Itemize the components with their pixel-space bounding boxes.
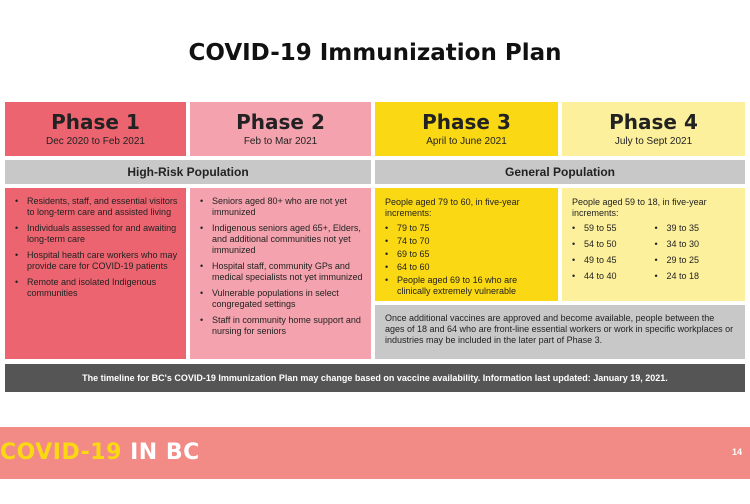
phase-4-dates: July to Sept 2021: [614, 136, 693, 147]
phase-4-name: Phase 4: [609, 110, 698, 134]
list-item: Hospital staff, community GPs and medica…: [200, 261, 365, 283]
page-title: COVID-19 Immunization Plan: [188, 40, 562, 66]
list-item: People aged 69 to 16 who are clinically …: [385, 275, 550, 297]
phase-2-list: Seniors aged 80+ who are not yet immuniz…: [200, 196, 365, 337]
phase-1-list: Residents, staff, and essential visitors…: [15, 196, 180, 299]
list-item: Hospital heath care workers who may prov…: [15, 250, 180, 272]
list-item: Indigenous seniors aged 65+, Elders, and…: [200, 223, 365, 256]
list-item: Staff in community home support and nurs…: [200, 315, 365, 337]
phase-4-header: Phase 4 July to Sept 2021: [562, 102, 745, 156]
list-item: 74 to 70: [385, 236, 550, 247]
phase-3-header: Phase 3 April to June 2021: [375, 102, 558, 156]
list-item: 44 to 40: [572, 271, 655, 282]
phase-3-list: 79 to 75 74 to 70 69 to 65 64 to 60 Peop…: [385, 223, 550, 297]
phase-1-dates: Dec 2020 to Feb 2021: [46, 136, 145, 147]
phase-2-body: Seniors aged 80+ who are not yet immuniz…: [190, 188, 371, 359]
phase-1-name: Phase 1: [51, 110, 140, 134]
phase-3-dates: April to June 2021: [426, 136, 507, 147]
brand-logo: COVID-19 IN BC: [0, 440, 200, 465]
list-item: 59 to 55: [572, 223, 655, 234]
general-population-header: General Population: [375, 160, 745, 184]
phase-3-intro: People aged 79 to 60, in five-year incre…: [385, 197, 520, 218]
page-number: 14: [731, 447, 742, 457]
phase-1-body: Residents, staff, and essential visitors…: [5, 188, 186, 359]
list-item: 54 to 50: [572, 239, 655, 250]
list-item: Remote and isolated Indigenous communiti…: [15, 277, 180, 299]
list-item: 29 to 25: [655, 255, 738, 266]
high-risk-population-header: High-Risk Population: [5, 160, 371, 184]
phase-4-body: People aged 59 to 18, in five-year incre…: [562, 188, 745, 301]
phase-1-header: Phase 1 Dec 2020 to Feb 2021: [5, 102, 186, 156]
list-item: Residents, staff, and essential visitors…: [15, 196, 180, 218]
list-item: 79 to 75: [385, 223, 550, 234]
brand-word-covid: COVID-19: [0, 440, 122, 465]
list-item: Vulnerable populations in select congreg…: [200, 288, 365, 310]
list-item: 64 to 60: [385, 262, 550, 273]
phase-4-columns: 59 to 55 54 to 50 49 to 45 44 to 40 39 t…: [572, 223, 737, 287]
phase-3-name: Phase 3: [422, 110, 511, 134]
phase-4-list-right: 39 to 35 34 to 30 29 to 25 24 to 18: [655, 223, 738, 287]
list-item: 39 to 35: [655, 223, 738, 234]
phase-2-header: Phase 2 Feb to Mar 2021: [190, 102, 371, 156]
later-phase-note: Once additional vaccines are approved an…: [375, 305, 745, 359]
brand-word-in-bc: IN BC: [130, 440, 200, 465]
brand-banner: COVID-19 IN BC 14: [0, 427, 750, 479]
list-item: 34 to 30: [655, 239, 738, 250]
phase-2-name: Phase 2: [236, 110, 325, 134]
phase-4-list-left: 59 to 55 54 to 50 49 to 45 44 to 40: [572, 223, 655, 287]
timeline-disclaimer: The timeline for BC's COVID-19 Immunizat…: [5, 364, 745, 392]
phase-2-dates: Feb to Mar 2021: [243, 136, 318, 147]
list-item: 24 to 18: [655, 271, 738, 282]
phase-4-intro: People aged 59 to 18, in five-year incre…: [572, 197, 707, 218]
list-item: Individuals assessed for and awaiting lo…: [15, 223, 180, 245]
list-item: 49 to 45: [572, 255, 655, 266]
list-item: Seniors aged 80+ who are not yet immuniz…: [200, 196, 365, 218]
list-item: 69 to 65: [385, 249, 550, 260]
phase-3-body: People aged 79 to 60, in five-year incre…: [375, 188, 558, 301]
